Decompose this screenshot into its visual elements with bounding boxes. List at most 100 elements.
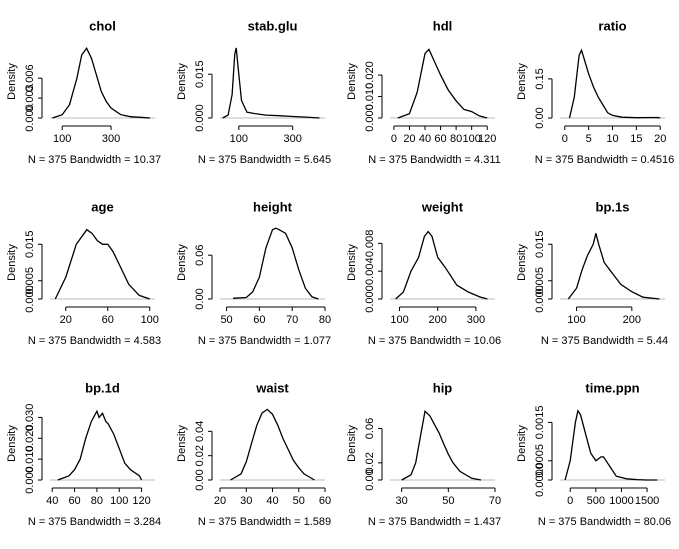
y-tick-label: 0.06 [194,244,206,265]
y-tick-label: 0.0005 [534,444,546,478]
y-tick-label: 0.000 [24,104,36,132]
y-axis-label: Density [346,63,358,100]
density-line [230,408,315,481]
y-tick-label: 0.04 [194,421,206,442]
x-axis-label: N = 375 Bandwidth = 5.44 [541,335,668,347]
panel-title: age [91,199,113,214]
x-tick-label: 300 [284,133,302,145]
y-tick-label: 0.004 [364,257,376,285]
y-tick-label: 0.015 [24,230,36,258]
y-tick-label: 0.010 [24,445,36,473]
x-axis-label: N = 375 Bandwidth = 10.37 [28,154,161,166]
x-tick-label: 1500 [635,495,659,507]
x-tick-label: 20 [60,314,72,326]
y-tick-label: 0.02 [364,452,376,473]
y-axis-label: Density [516,244,528,281]
x-axis-label: N = 375 Bandwidth = 4.583 [28,335,161,347]
panel-title: chol [89,18,116,33]
x-tick-label: 100 [567,314,585,326]
y-tick-label: 0.000 [364,285,376,313]
x-tick-label: 60 [319,495,331,507]
y-tick-label: 0.06 [364,418,376,439]
density-line [397,48,488,119]
x-tick-label: 30 [240,495,252,507]
y-tick-label: 0.00 [194,288,206,309]
y-axis-label: Density [516,63,528,100]
x-tick-label: 40 [419,133,431,145]
y-axis-label: Density [176,425,188,462]
x-tick-label: 20 [403,133,415,145]
density-line [54,228,151,300]
y-axis-label: Density [6,425,18,462]
y-tick-label: 0.015 [534,230,546,258]
x-tick-label: 50 [442,495,454,507]
x-tick-label: 0 [567,495,573,507]
density-line [395,230,488,300]
panel-title: hip [433,380,453,395]
y-tick-label: 0.000 [24,466,36,494]
x-tick-label: 120 [478,133,496,145]
density-line [564,409,658,481]
density-line [222,47,320,119]
x-tick-label: 70 [489,495,501,507]
panel-title: stab.glu [248,18,298,33]
density-line [233,227,319,300]
x-tick-label: 20 [654,133,666,145]
y-axis-label: Density [516,425,528,462]
x-tick-label: 1000 [609,495,633,507]
y-tick-label: 0.000 [364,104,376,132]
x-axis-label: N = 375 Bandwidth = 3.284 [28,516,161,528]
x-tick-label: 100 [462,133,480,145]
x-tick-label: 20 [214,495,226,507]
x-tick-label: 50 [293,495,305,507]
panel-title: height [253,199,293,214]
x-tick-label: 5 [586,133,592,145]
y-axis-label: Density [346,244,358,281]
x-tick-label: 0 [562,133,568,145]
y-tick-label: 0.000 [194,104,206,132]
y-tick-label: 0.00 [534,107,546,128]
x-tick-label: 80 [319,314,331,326]
y-tick-label: 0.015 [194,60,206,88]
x-axis-label: N = 375 Bandwidth = 5.645 [198,154,331,166]
x-tick-label: 40 [266,495,278,507]
y-axis-label: Density [6,63,18,100]
panel-title: ratio [598,18,626,33]
y-tick-label: 0.003 [24,84,36,112]
panel-title: bp.1s [596,199,630,214]
x-tick-label: 15 [630,133,642,145]
x-tick-label: 100 [110,495,128,507]
x-axis-label: N = 375 Bandwidth = 10.06 [368,335,501,347]
panel-title: waist [255,380,289,395]
x-tick-label: 300 [467,314,485,326]
x-axis-label: N = 375 Bandwidth = 1.437 [368,516,501,528]
x-tick-label: 500 [587,495,605,507]
x-tick-label: 70 [286,314,298,326]
y-tick-label: 0.15 [534,68,546,89]
panel-title: time.ppn [585,380,639,395]
panel-title: hdl [433,18,453,33]
x-axis-label: N = 375 Bandwidth = 1.077 [198,335,331,347]
y-axis-label: Density [346,425,358,462]
panel-title: weight [421,199,464,214]
x-tick-label: 80 [91,495,103,507]
panel-title: bp.1d [85,380,120,395]
y-tick-label: 0.005 [534,267,546,295]
y-tick-label: 0.010 [364,83,376,111]
y-tick-label: 0.020 [24,425,36,453]
density-line [52,47,151,119]
x-tick-label: 60 [68,495,80,507]
y-tick-label: 0.0000 [534,463,546,497]
x-tick-label: 50 [220,314,232,326]
x-tick-label: 100 [390,314,408,326]
x-tick-label: 100 [141,314,159,326]
x-axis-label: N = 375 Bandwidth = 0.4516 [535,154,674,166]
x-axis-label: N = 375 Bandwidth = 80.06 [538,516,671,528]
x-tick-label: 200 [429,314,447,326]
y-axis-label: Density [6,244,18,281]
y-tick-label: 0.020 [364,61,376,89]
x-tick-label: 60 [434,133,446,145]
x-tick-label: 100 [230,133,248,145]
y-tick-label: 0.00 [194,469,206,490]
